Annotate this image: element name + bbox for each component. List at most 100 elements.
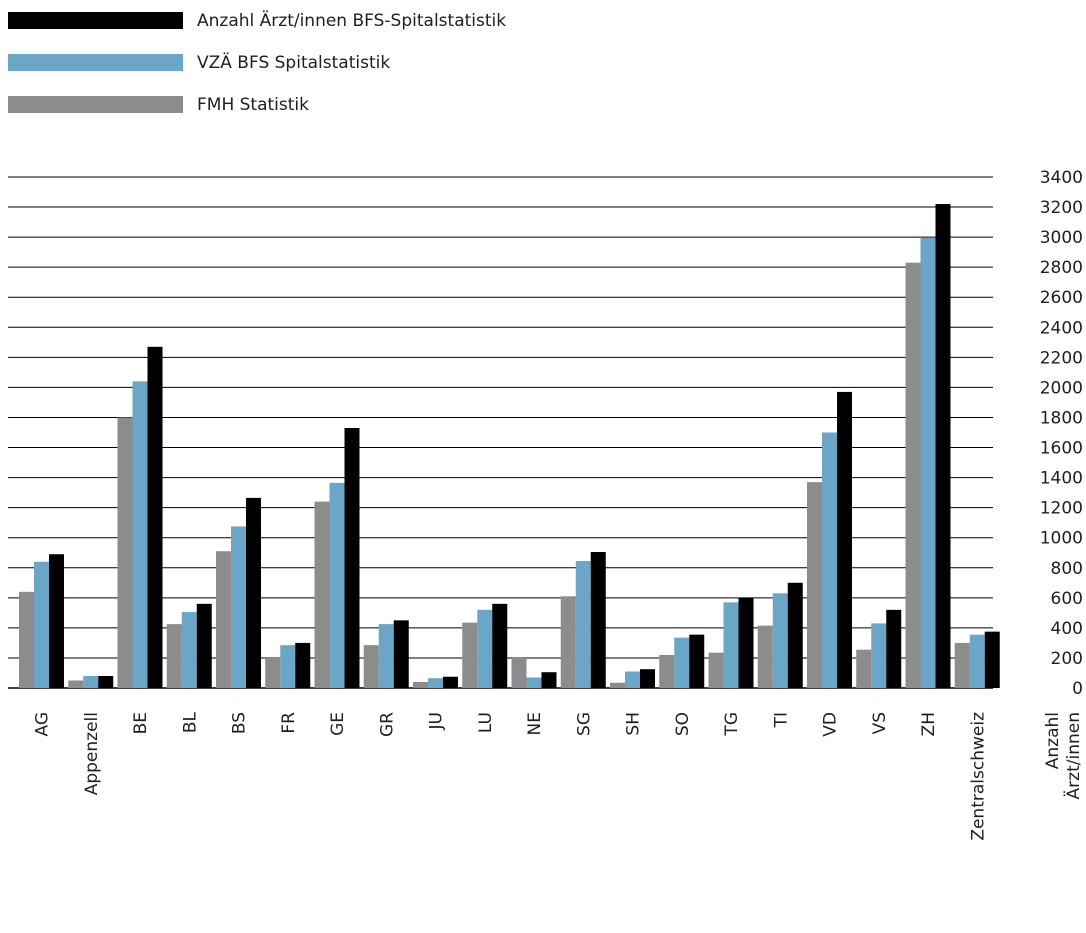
x-axis-labels: AG Appenzell BE BL BS FR GE GR JU LU NE SG SH SO TG TI V… xyxy=(33,711,989,840)
bar-anzahl-arzt-innen-bfs-spitalstatistik-bl xyxy=(196,603,212,688)
bar-vza-bfs-spitalstatistik-appenzell xyxy=(83,675,99,688)
bar-group-zh xyxy=(905,204,951,688)
y-axis-title: AnzahlÄrzt/innen xyxy=(1043,712,1084,799)
legend-label-vza-bfs-spitalstatistik: VZÄ BFS Spitalstatistik xyxy=(197,52,390,73)
y-tick-label: 1200 xyxy=(1040,499,1083,519)
bar-group-bs xyxy=(216,497,261,688)
bar-fmh-statistik-tg xyxy=(708,652,724,688)
bar-vza-bfs-spitalstatistik-fr xyxy=(280,645,296,688)
bar-fmh-statistik-gr xyxy=(363,645,379,688)
x-tick-label-bl: BL xyxy=(180,711,200,733)
bar-vza-bfs-spitalstatistik-be xyxy=(132,381,148,688)
bar-anzahl-arzt-innen-bfs-spitalstatistik-sg xyxy=(590,551,606,688)
bar-vza-bfs-spitalstatistik-zh xyxy=(920,237,936,688)
bar-fmh-statistik-ne xyxy=(511,657,527,688)
bar-vza-bfs-spitalstatistik-bl xyxy=(181,612,197,688)
bar-vza-bfs-spitalstatistik-so xyxy=(674,637,690,688)
bar-vza-bfs-spitalstatistik-ge xyxy=(329,482,345,688)
bar-vza-bfs-spitalstatistik-lu xyxy=(477,609,493,688)
x-tick-label-ge: GE xyxy=(328,712,348,736)
y-tick-label: 400 xyxy=(1051,619,1083,639)
bar-anzahl-arzt-innen-bfs-spitalstatistik-sh xyxy=(640,669,655,688)
bar-vza-bfs-spitalstatistik-bs xyxy=(231,526,246,688)
bar-vza-bfs-spitalstatistik-sg xyxy=(575,561,591,688)
x-tick-label-ag: AG xyxy=(33,712,53,737)
bar-group-appenzell xyxy=(68,675,114,688)
y-tick-label: 800 xyxy=(1051,559,1083,579)
y-axis-ticks: 0 200 400 600 800 1000 1200 1400 1600 1800 2000 220… xyxy=(1040,168,1083,699)
x-tick-label-ti: TI xyxy=(771,712,791,728)
bar-vza-bfs-spitalstatistik-ag xyxy=(34,561,49,688)
bar-anzahl-arzt-innen-bfs-spitalstatistik-so xyxy=(689,634,705,688)
bar-vza-bfs-spitalstatistik-gr xyxy=(378,624,394,688)
bar-fmh-statistik-vd xyxy=(807,482,822,688)
bar-group-tg xyxy=(708,597,754,688)
bar-group-so xyxy=(659,634,705,688)
legend-swatch-vza-bfs-spitalstatistik xyxy=(8,54,183,71)
bar-anzahl-arzt-innen-bfs-spitalstatistik-ju xyxy=(443,676,458,688)
legend-label-fmh-statistik: FMH Statistik xyxy=(197,95,309,115)
y-tick-label: 2800 xyxy=(1040,258,1083,278)
bar-fmh-statistik-zh xyxy=(905,262,921,688)
bar-fmh-statistik-lu xyxy=(462,622,478,688)
y-tick-label: 2200 xyxy=(1040,348,1083,368)
x-tick-label-vd: VD xyxy=(821,712,841,737)
bar-group-fr xyxy=(265,642,311,688)
bar-vza-bfs-spitalstatistik-sh xyxy=(625,671,640,688)
y-tick-label: 1800 xyxy=(1040,408,1083,428)
bar-group-lu xyxy=(462,603,508,688)
bar-anzahl-arzt-innen-bfs-spitalstatistik-bs xyxy=(246,497,261,688)
bar-anzahl-arzt-innen-bfs-spitalstatistik-lu xyxy=(492,603,508,688)
y-tick-label: 2400 xyxy=(1040,318,1083,338)
bar-group-be xyxy=(117,346,163,688)
x-tick-label-be: BE xyxy=(131,712,151,734)
bar-group-sh xyxy=(610,669,655,688)
y-tick-label: 2000 xyxy=(1040,378,1083,398)
y-tick-label: 1600 xyxy=(1040,439,1083,459)
bar-anzahl-arzt-innen-bfs-spitalstatistik-ag xyxy=(49,554,64,688)
bar-fmh-statistik-sg xyxy=(560,596,576,688)
y-tick-label: 0 xyxy=(1072,679,1083,699)
bar-vza-bfs-spitalstatistik-ne xyxy=(526,677,542,688)
legend: Anzahl Ärzt/innen BFS-Spitalstatistik VZÄ… xyxy=(8,10,506,115)
x-tick-label-gr: GR xyxy=(377,712,397,737)
bar-group-sg xyxy=(560,551,606,688)
y-tick-label: 600 xyxy=(1051,589,1083,609)
bar-group-zentralschweiz xyxy=(954,631,1000,688)
bar-anzahl-arzt-innen-bfs-spitalstatistik-tg xyxy=(738,597,754,688)
bar-anzahl-arzt-innen-bfs-spitalstatistik-ne xyxy=(541,672,557,688)
bar-group-ti xyxy=(757,582,803,688)
bar-anzahl-arzt-innen-bfs-spitalstatistik-gr xyxy=(393,620,409,688)
y-tick-label: 1000 xyxy=(1040,529,1083,549)
bars xyxy=(19,204,1000,688)
bar-vza-bfs-spitalstatistik-zentralschweiz xyxy=(969,634,985,688)
bar-anzahl-arzt-innen-bfs-spitalstatistik-zh xyxy=(935,204,951,688)
bar-anzahl-arzt-innen-bfs-spitalstatistik-be xyxy=(147,346,163,688)
x-tick-label-appenzell: Appenzell xyxy=(82,712,102,795)
bar-fmh-statistik-ju xyxy=(413,681,428,688)
y-tick-label: 1400 xyxy=(1040,469,1083,489)
x-tick-label-lu: LU xyxy=(476,712,496,733)
x-tick-label-ju: JU xyxy=(427,712,447,730)
bar-anzahl-arzt-innen-bfs-spitalstatistik-zentralschweiz xyxy=(984,631,1000,688)
bar-fmh-statistik-vs xyxy=(856,649,872,688)
bar-anzahl-arzt-innen-bfs-spitalstatistik-ti xyxy=(787,582,803,688)
x-tick-label-sh: SH xyxy=(624,712,644,736)
bar-group-vd xyxy=(807,391,852,688)
x-tick-label-tg: TG xyxy=(722,712,742,737)
bar-fmh-statistik-so xyxy=(659,654,675,688)
bar-anzahl-arzt-innen-bfs-spitalstatistik-appenzell xyxy=(98,675,114,688)
x-tick-label-fr: FR xyxy=(279,712,299,734)
bar-fmh-statistik-zentralschweiz xyxy=(954,642,970,688)
y-tick-label: 3400 xyxy=(1040,168,1083,188)
x-tick-label-so: SO xyxy=(673,712,693,736)
x-tick-label-ne: NE xyxy=(525,712,545,735)
bar-fmh-statistik-ti xyxy=(757,625,773,688)
bar-group-ge xyxy=(314,427,360,688)
bar-fmh-statistik-ge xyxy=(314,501,330,688)
bar-anzahl-arzt-innen-bfs-spitalstatistik-ge xyxy=(344,427,360,688)
y-tick-label: 200 xyxy=(1051,649,1083,669)
bar-fmh-statistik-be xyxy=(117,417,133,688)
y-tick-label: 3000 xyxy=(1040,228,1083,248)
